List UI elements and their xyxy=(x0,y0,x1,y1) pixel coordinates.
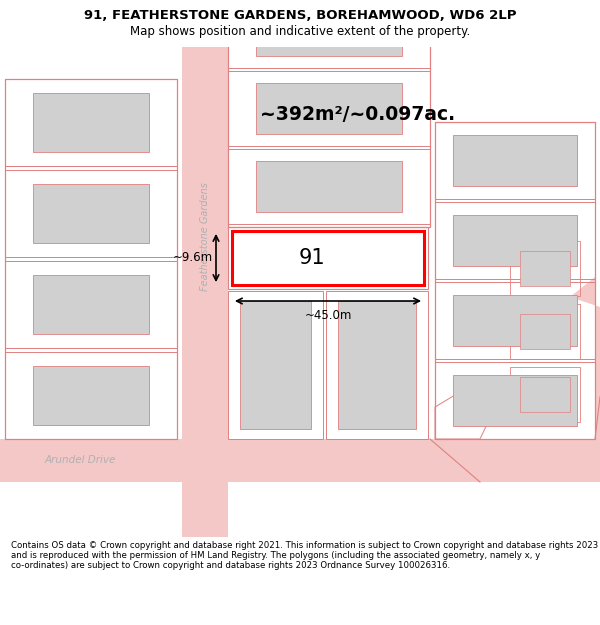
Bar xyxy=(510,304,580,359)
Bar xyxy=(5,352,177,439)
Polygon shape xyxy=(430,277,600,482)
Bar xyxy=(228,291,323,439)
Bar xyxy=(228,71,430,146)
Text: Featherstone Gardens: Featherstone Gardens xyxy=(200,182,210,291)
Bar xyxy=(510,367,580,422)
Bar xyxy=(256,83,402,134)
Bar xyxy=(435,282,595,359)
Bar xyxy=(453,295,577,346)
Bar xyxy=(228,0,430,68)
Bar xyxy=(5,261,177,348)
Bar xyxy=(510,241,580,296)
Bar xyxy=(326,291,428,439)
Bar xyxy=(33,93,149,152)
Text: Contains OS data © Crown copyright and database right 2021. This information is : Contains OS data © Crown copyright and d… xyxy=(11,541,598,571)
Bar xyxy=(228,227,428,289)
Bar xyxy=(520,377,570,412)
Bar xyxy=(520,314,570,349)
Bar xyxy=(435,122,595,199)
Text: 91, FEATHERSTONE GARDENS, BOREHAMWOOD, WD6 2LP: 91, FEATHERSTONE GARDENS, BOREHAMWOOD, W… xyxy=(84,9,516,22)
Bar xyxy=(182,47,228,537)
Bar xyxy=(228,0,430,227)
Bar xyxy=(33,275,149,334)
Bar xyxy=(453,375,577,426)
Bar xyxy=(520,251,570,286)
Text: ~45.0m: ~45.0m xyxy=(304,309,352,322)
Bar xyxy=(33,184,149,243)
Bar xyxy=(453,135,577,186)
Text: Arundel Drive: Arundel Drive xyxy=(44,456,116,466)
Bar xyxy=(33,366,149,425)
Bar xyxy=(5,79,177,166)
Bar xyxy=(435,122,595,439)
Text: ~392m²/~0.097ac.: ~392m²/~0.097ac. xyxy=(260,105,455,124)
Bar xyxy=(435,362,595,439)
Text: ~9.6m: ~9.6m xyxy=(173,251,213,264)
Bar xyxy=(240,301,311,429)
Bar xyxy=(232,231,424,285)
Text: Map shows position and indicative extent of the property.: Map shows position and indicative extent… xyxy=(130,24,470,38)
Bar xyxy=(453,215,577,266)
Bar xyxy=(256,5,402,56)
Bar xyxy=(256,161,402,212)
Bar xyxy=(5,170,177,257)
Bar xyxy=(0,439,600,482)
Bar xyxy=(5,79,177,439)
Bar xyxy=(338,301,416,429)
Bar xyxy=(228,149,430,224)
Bar xyxy=(435,202,595,279)
Text: 91: 91 xyxy=(299,248,325,268)
